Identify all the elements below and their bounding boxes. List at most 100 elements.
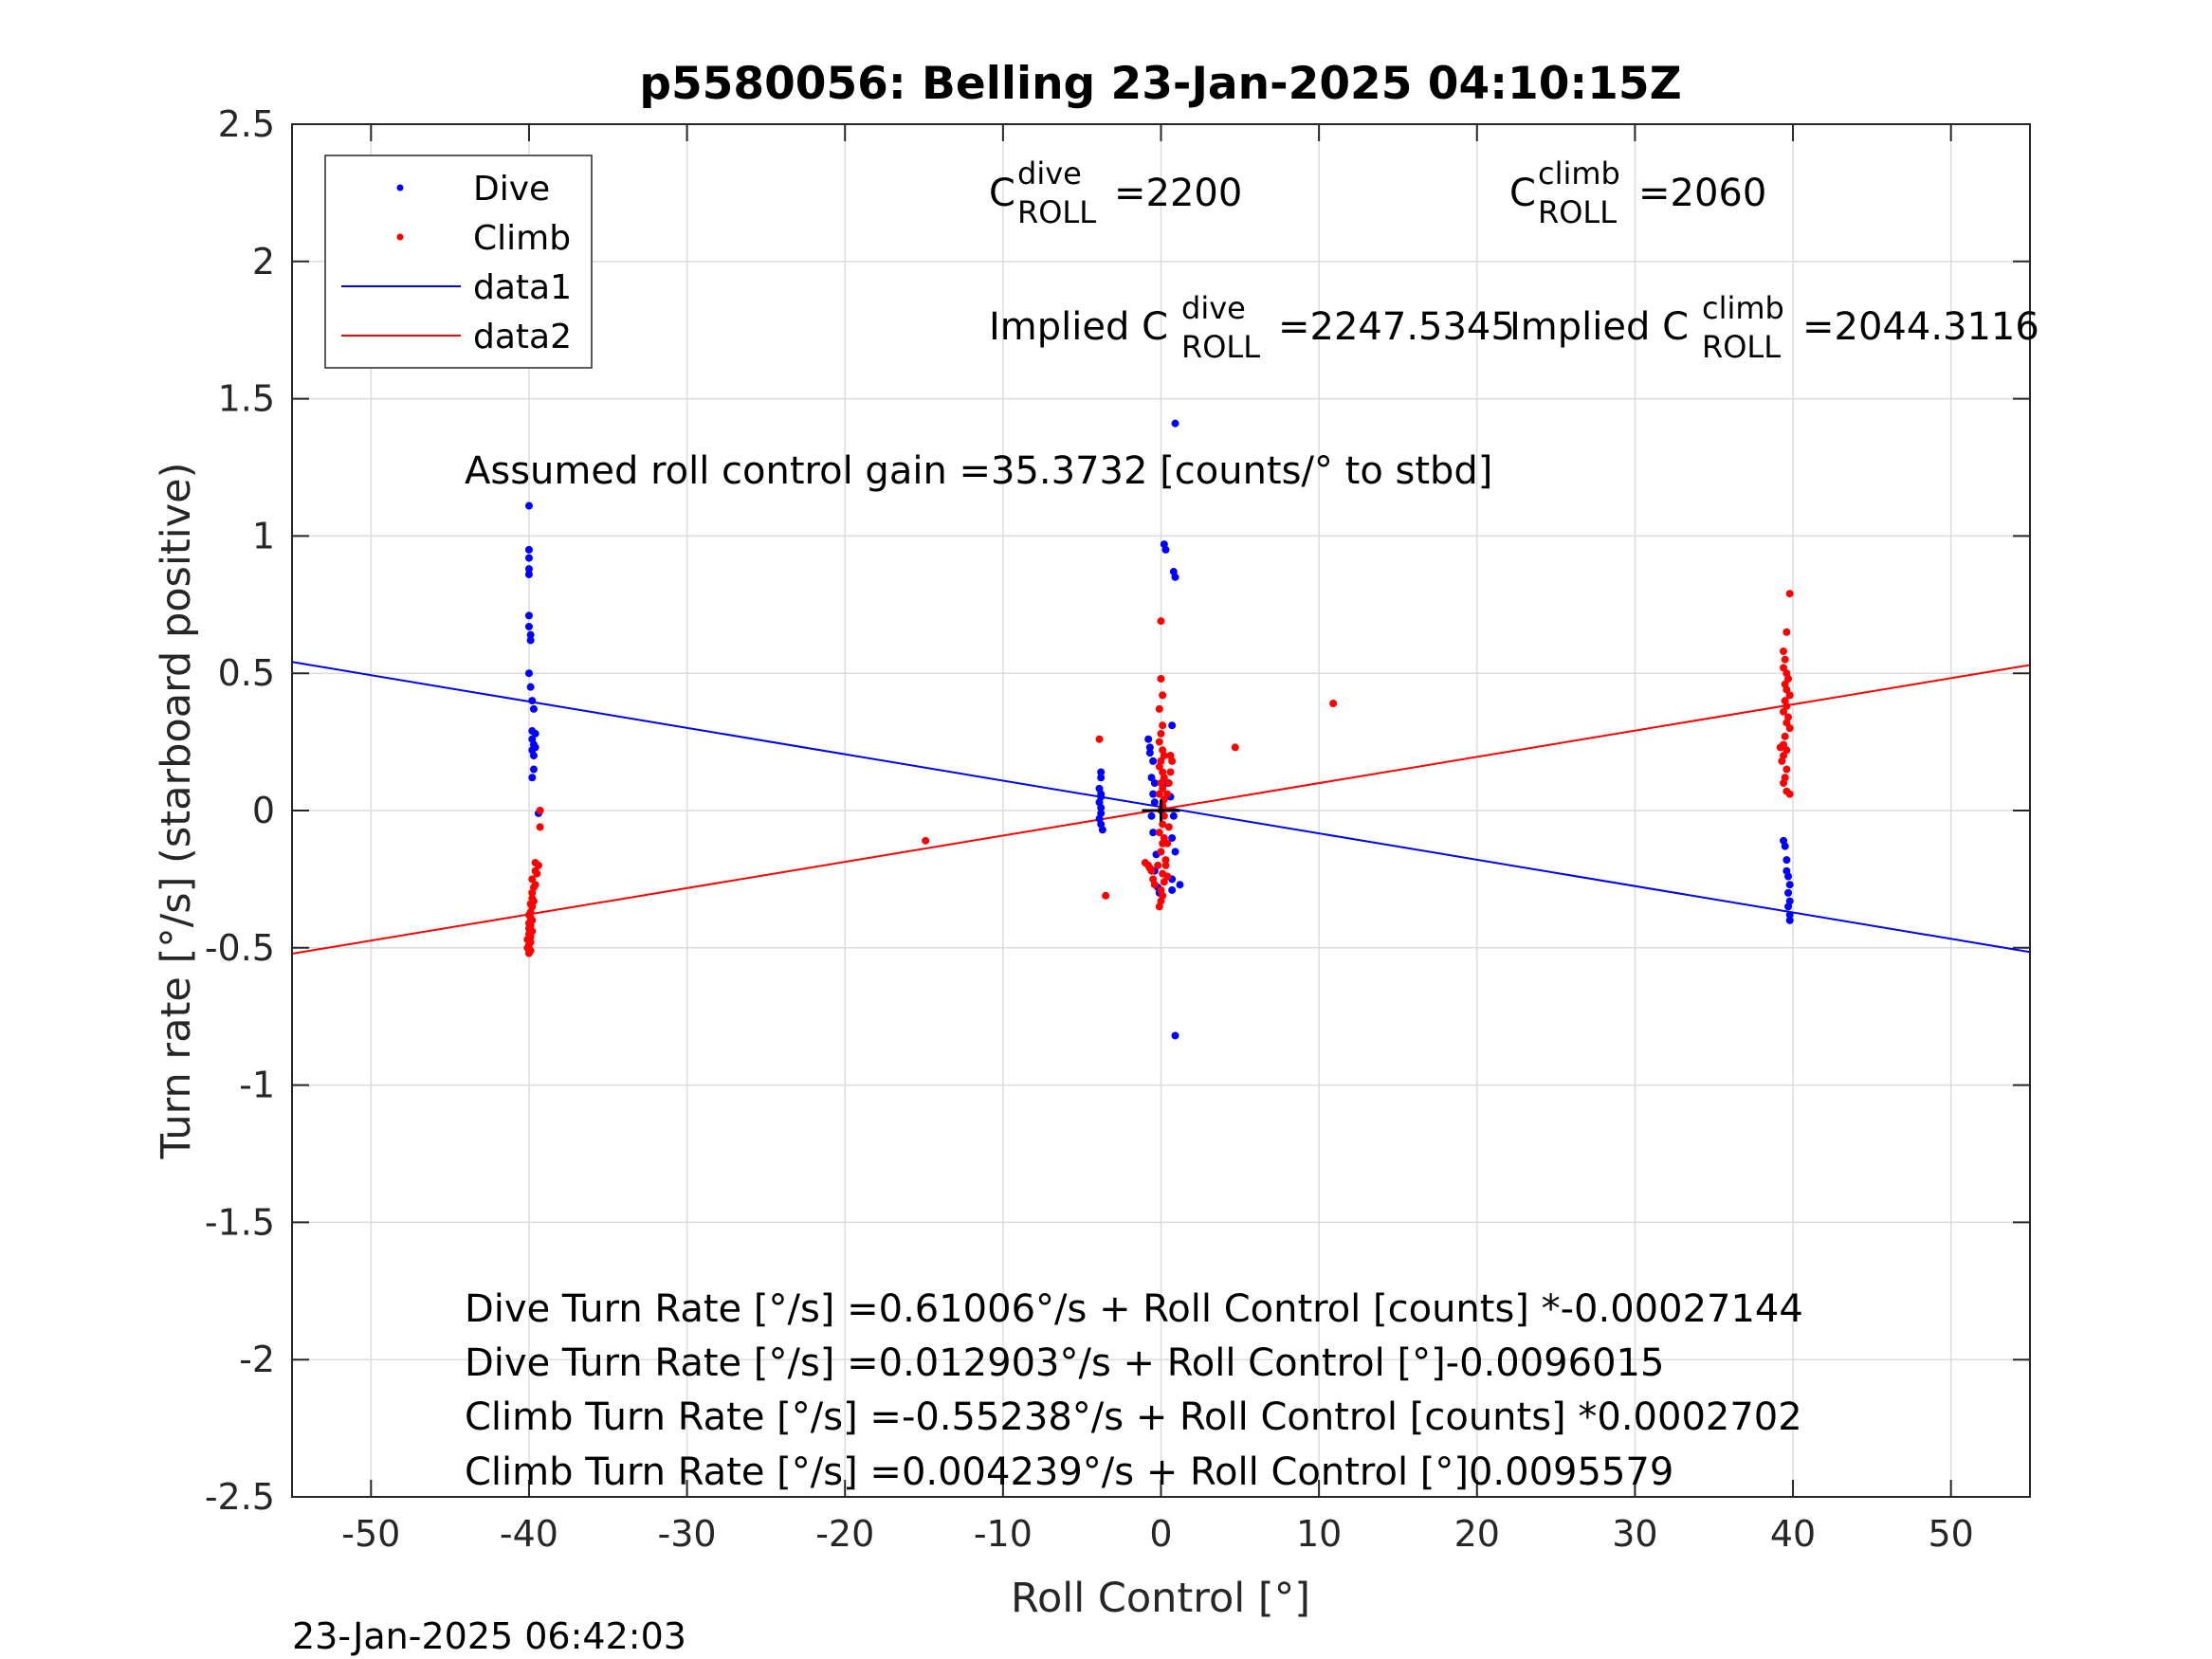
data-point-climb: [1159, 691, 1167, 700]
chart-title: p5580056: Belling 23-Jan-2025 04:10:15Z: [639, 58, 1681, 110]
data-point-climb: [1161, 861, 1170, 869]
x-tick-label: 50: [1929, 1513, 1974, 1555]
y-tick-label: 1.5: [218, 378, 275, 420]
data-point-climb: [1782, 719, 1791, 727]
data-point-dive: [1168, 833, 1177, 842]
data-point-climb: [1102, 891, 1110, 900]
y-tick-label: -2.5: [205, 1476, 275, 1518]
y-tick-label: 0: [252, 790, 275, 831]
x-tick-label: -20: [815, 1513, 874, 1555]
data-point-climb: [1785, 691, 1794, 700]
data-point-dive: [524, 622, 533, 630]
data-point-climb: [1155, 738, 1163, 746]
data-point-climb: [1329, 700, 1338, 708]
x-tick-label: -50: [341, 1513, 400, 1555]
data-point-climb: [1160, 752, 1168, 760]
x-tick-label: -40: [500, 1513, 558, 1555]
data-point-dive: [1168, 885, 1177, 894]
data-point-climb: [1780, 664, 1788, 672]
data-point-climb: [1781, 655, 1789, 664]
data-point-climb: [1095, 735, 1104, 743]
data-point-climb: [1155, 704, 1163, 713]
data-point-dive: [1171, 419, 1179, 428]
data-point-climb: [1784, 674, 1793, 683]
data-point-climb: [1782, 685, 1791, 694]
data-point-dive: [1149, 757, 1158, 765]
data-point-climb: [536, 823, 544, 831]
data-point-climb: [1159, 784, 1167, 793]
data-point-dive: [524, 554, 533, 562]
data-point-climb: [1160, 878, 1168, 886]
data-point-climb: [1160, 774, 1168, 782]
fit-equation-climb-degrees: Climb Turn Rate [°/s] =0.004239°/s + Rol…: [465, 1450, 1673, 1494]
roll-gain-annotation: Assumed roll control gain =35.3732 [coun…: [465, 449, 1492, 493]
implied-c-roll-climb: Implied C climb ROLL =2044.3116: [1509, 290, 2039, 365]
data-point-climb: [1785, 790, 1794, 798]
data-point-dive: [1781, 842, 1789, 850]
data-point-climb: [1157, 674, 1165, 683]
x-tick-label: 10: [1296, 1513, 1342, 1555]
legend-box: [324, 155, 593, 369]
c-roll-dive-annotation: C dive ROLL =2200: [989, 155, 1242, 230]
data-point-climb: [528, 888, 537, 897]
data-point-climb: [1785, 590, 1794, 598]
y-tick-label: 2: [252, 241, 275, 283]
legend-label-data1: data1: [473, 268, 572, 307]
data-point-dive: [1168, 721, 1177, 730]
implied-dive-base: Implied C: [989, 305, 1168, 349]
implied-dive-sub: ROLL: [1181, 329, 1260, 365]
data-point-dive: [528, 697, 537, 705]
data-point-climb: [1782, 702, 1791, 710]
data-point-climb: [1785, 724, 1794, 733]
data-point-dive: [1145, 743, 1154, 752]
implied-climb-sub: ROLL: [1702, 329, 1781, 365]
c-climb-base: C: [1509, 172, 1536, 215]
data-point-dive: [1169, 811, 1178, 820]
y-tick-label: -0.5: [205, 927, 275, 969]
y-tick-label: -2: [239, 1339, 275, 1380]
y-tick-label: 0.5: [218, 652, 275, 694]
legend-marker-dive: [396, 184, 404, 191]
data-point-dive: [524, 570, 533, 578]
data-point-dive: [524, 501, 533, 510]
data-point-climb: [1782, 746, 1791, 755]
x-tick-labels: -50 -40 -30 -20 -10 0 10 20 30 40 50: [341, 1513, 1974, 1555]
c-roll-climb-annotation: C climb ROLL =2060: [1509, 155, 1766, 230]
x-tick-label: 40: [1770, 1513, 1816, 1555]
implied-c-roll-dive: Implied C dive ROLL =2247.5345: [989, 290, 1515, 365]
data-point-dive: [1144, 735, 1153, 743]
data-point-dive: [524, 545, 533, 554]
data-point-climb: [536, 807, 544, 814]
implied-dive-value: =2247.5345: [1278, 305, 1515, 349]
data-point-climb: [1776, 743, 1784, 752]
data-point-dive: [1149, 790, 1158, 798]
data-point-dive: [529, 752, 538, 760]
data-point-dive: [1782, 856, 1791, 865]
data-point-climb: [1782, 765, 1791, 774]
data-points: [523, 419, 1794, 1040]
data-point-dive: [524, 611, 533, 620]
data-point-climb: [1166, 768, 1175, 776]
fit-equation-dive-degrees: Dive Turn Rate [°/s] =0.012903°/s + Roll…: [465, 1341, 1664, 1385]
data-point-dive: [1147, 774, 1156, 782]
c-dive-sub: ROLL: [1017, 194, 1096, 230]
data-point-climb: [1163, 839, 1172, 848]
data-point-dive: [1145, 749, 1154, 757]
data-point-dive: [524, 669, 533, 678]
y-tick-label: -1: [239, 1065, 275, 1106]
data-point-dive: [528, 774, 537, 782]
x-tick-label: 20: [1454, 1513, 1500, 1555]
fit-equation-dive-counts: Dive Turn Rate [°/s] =0.61006°/s + Roll …: [465, 1287, 1803, 1331]
data-point-dive: [1785, 911, 1794, 920]
c-climb-value: =2060: [1638, 172, 1766, 215]
data-point-dive: [524, 565, 533, 574]
c-dive-base: C: [989, 172, 1015, 215]
implied-climb-base: Implied C: [1509, 305, 1689, 349]
data-point-dive: [1097, 774, 1106, 782]
data-point-dive: [1171, 573, 1179, 581]
data-point-dive: [1097, 804, 1106, 812]
data-point-climb: [1150, 881, 1159, 889]
data-point-dive: [1785, 881, 1794, 889]
data-point-dive: [526, 636, 535, 645]
